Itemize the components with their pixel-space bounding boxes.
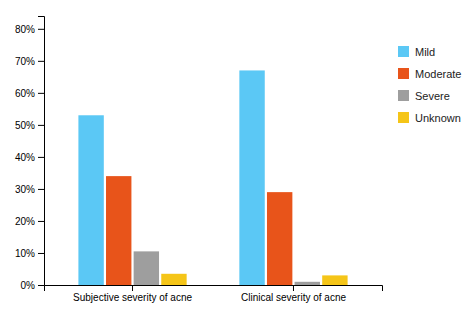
legend-swatch xyxy=(398,46,409,57)
bar xyxy=(267,192,292,285)
y-tick: 60% xyxy=(15,88,44,99)
y-tick: 80% xyxy=(15,24,44,35)
y-tick-mark xyxy=(38,253,44,254)
y-tick-label: 10% xyxy=(15,248,35,259)
bar xyxy=(106,176,131,285)
x-tick-label: Clinical severity of acne xyxy=(241,292,346,303)
y-tick: 10% xyxy=(15,248,44,259)
chart: 0% 10% 20% 30% 40% 50% 60% 70% 80% Subjective sev… xyxy=(0,0,474,319)
y-tick-mark xyxy=(38,61,44,62)
y-axis: 0% 10% 20% 30% 40% 50% 60% 70% 80% xyxy=(15,17,45,291)
y-tick-mark xyxy=(38,285,44,286)
legend-label: Mild xyxy=(415,46,435,58)
y-tick-label: 70% xyxy=(15,56,35,67)
legend-item: Severe xyxy=(398,90,450,102)
x-tick-mark xyxy=(293,285,294,291)
y-tick: 40% xyxy=(15,152,44,163)
legend-item: Unknown xyxy=(398,112,461,124)
legend: Mild Moderate Severe Unknown xyxy=(398,46,461,124)
y-tick: 0% xyxy=(21,280,44,291)
y-tick: 50% xyxy=(15,120,44,131)
y-tick-label: 20% xyxy=(15,216,35,227)
plot: 0% 10% 20% 30% 40% 50% 60% 70% 80% Subjective sev… xyxy=(15,17,383,304)
legend-swatch xyxy=(398,112,409,123)
x-tick: Subjective severity of acne xyxy=(73,285,192,303)
y-tick-label: 50% xyxy=(15,120,35,131)
legend-item: Mild xyxy=(398,46,435,58)
x-tick: Clinical severity of acne xyxy=(241,285,346,303)
y-tick-mark xyxy=(38,125,44,126)
bar xyxy=(161,274,186,285)
y-tick-mark xyxy=(38,157,44,158)
y-tick: 70% xyxy=(15,56,44,67)
y-tick-label: 80% xyxy=(15,24,35,35)
y-tick-label: 0% xyxy=(21,280,36,291)
bar xyxy=(134,251,159,285)
y-tick-mark xyxy=(38,221,44,222)
legend-label: Severe xyxy=(415,90,450,102)
bar xyxy=(295,282,320,285)
y-tick-mark xyxy=(38,189,44,190)
legend-item: Moderate xyxy=(398,68,461,80)
bar xyxy=(78,115,103,285)
y-axis-line xyxy=(38,17,45,286)
legend-swatch xyxy=(398,68,409,79)
y-tick-label: 30% xyxy=(15,184,35,195)
bar xyxy=(239,70,264,285)
y-tick-mark xyxy=(38,93,44,94)
legend-label: Moderate xyxy=(415,68,461,80)
bars xyxy=(78,70,347,285)
x-tick-label: Subjective severity of acne xyxy=(73,292,192,303)
y-tick-label: 40% xyxy=(15,152,35,163)
bar xyxy=(322,275,347,285)
y-tick: 20% xyxy=(15,216,44,227)
x-axis-line xyxy=(45,286,383,292)
x-tick-mark xyxy=(132,285,133,291)
y-tick: 30% xyxy=(15,184,44,195)
legend-label: Unknown xyxy=(415,112,461,124)
y-tick-mark xyxy=(38,29,44,30)
x-axis: Subjective severity of acne Clinical seve… xyxy=(45,285,383,303)
y-tick-label: 60% xyxy=(15,88,35,99)
legend-swatch xyxy=(398,90,409,101)
